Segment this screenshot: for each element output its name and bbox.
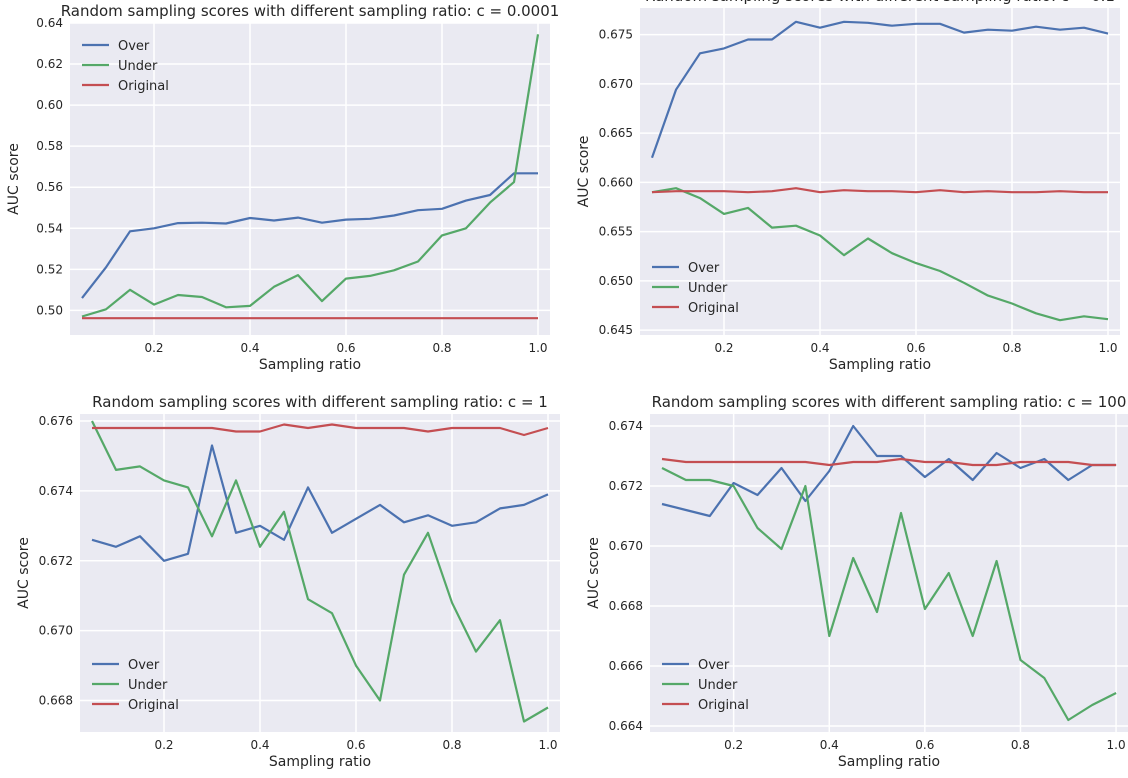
chart-4-y-tick-label-2: 0.668 <box>609 599 643 613</box>
chart-1-y-tick-label-5: 0.60 <box>36 98 63 112</box>
chart-2-y-tick-label-2: 0.655 <box>599 225 633 239</box>
chart-3-legend-label-over: Over <box>128 658 160 673</box>
chart-1-y-tick-label-0: 0.50 <box>36 303 63 317</box>
chart-1-x-tick-label-0: 0.2 <box>144 341 163 355</box>
chart-1-x-axis-label: Sampling ratio <box>259 357 361 373</box>
chart-4-y-tick-label-3: 0.670 <box>609 539 643 553</box>
chart-2-x-axis-label: Sampling ratio <box>829 357 931 373</box>
chart-4-y-tick-label-1: 0.666 <box>609 659 643 673</box>
chart-panel-1: 0.2 0.4 0.6 0.8 1.0 0.50 0.52 0.54 0.56 0.58 0.60 0… <box>6 2 559 373</box>
chart-panel-4: 0.2 0.4 0.6 0.8 1.0 0.664 0.666 0.668 0.670 0.672… <box>586 393 1128 770</box>
chart-2-y-tick-label-1: 0.650 <box>599 274 633 288</box>
chart-3-y-tick-label-4: 0.676 <box>39 414 73 428</box>
chart-2-y-tick-label-0: 0.645 <box>599 323 633 337</box>
chart-2-legend-label-original: Original <box>688 301 739 316</box>
chart-2-x-tick-label-3: 0.8 <box>1002 341 1021 355</box>
chart-2-x-tick-label-1: 0.4 <box>810 341 829 355</box>
chart-1-x-tick-label-1: 0.4 <box>240 341 259 355</box>
chart-4-title: Random sampling scores with different sa… <box>652 393 1127 411</box>
chart-1-y-tick-label-1: 0.52 <box>36 262 63 276</box>
chart-4-x-axis-label: Sampling ratio <box>838 754 940 770</box>
chart-2-series-line-original <box>651 187 1108 194</box>
chart-2-y-tick-label-3: 0.660 <box>599 175 633 189</box>
chart-2-x-tick-label-2: 0.6 <box>906 341 925 355</box>
chart-3-y-tick-label-3: 0.674 <box>39 484 73 498</box>
chart-3-x-tick-label-2: 0.6 <box>346 738 365 752</box>
chart-3-legend-label-under: Under <box>128 678 168 693</box>
chart-4-plot-area <box>650 414 1128 732</box>
chart-1-plot-area <box>70 23 550 335</box>
chart-4-series-line-under <box>661 467 1117 722</box>
chart-3-x-tick-label-4: 1.0 <box>538 738 557 752</box>
chart-4-series-line-over <box>661 424 1117 518</box>
chart-2-series-line-over <box>650 20 1109 159</box>
chart-4-x-tick-label-1: 0.4 <box>820 738 839 752</box>
chart-2-x-tick-label-0: 0.2 <box>714 341 733 355</box>
chart-1-title: Random sampling scores with different sa… <box>61 2 560 20</box>
chart-4-y-axis-label: AUC score <box>586 537 602 609</box>
chart-4-y-tick-label-4: 0.672 <box>609 479 643 493</box>
chart-1-y-axis-label: AUC score <box>6 143 22 215</box>
chart-1-y-tick-label-2: 0.54 <box>36 221 63 235</box>
chart-1-legend-label-over: Over <box>118 39 150 54</box>
chart-2-y-axis-label: AUC score <box>576 136 592 208</box>
chart-4-legend-label-original: Original <box>698 698 749 713</box>
chart-1-y-tick-label-6: 0.62 <box>36 57 63 71</box>
chart-4-x-tick-label-0: 0.2 <box>724 738 743 752</box>
chart-3-y-tick-label-0: 0.668 <box>39 694 73 708</box>
chart-2-title: Random sampling scores with different sa… <box>645 0 1115 5</box>
chart-3-y-tick-label-2: 0.672 <box>39 554 73 568</box>
chart-1-legend-label-under: Under <box>118 59 158 74</box>
chart-1-x-tick-label-4: 1.0 <box>528 341 547 355</box>
chart-3-x-tick-label-3: 0.8 <box>442 738 461 752</box>
chart-4-y-tick-label-0: 0.664 <box>609 719 643 733</box>
chart-3-series-line-over <box>91 444 549 562</box>
chart-4-x-tick-label-2: 0.6 <box>915 738 934 752</box>
chart-1-x-tick-label-2: 0.6 <box>336 341 355 355</box>
chart-2-legend-label-under: Under <box>688 281 728 296</box>
chart-1-series-line-under <box>81 34 540 318</box>
chart-4-y-tick-label-5: 0.674 <box>609 419 643 433</box>
chart-3-y-tick-label-1: 0.670 <box>39 624 73 638</box>
chart-3-y-axis-label: AUC score <box>16 537 32 609</box>
chart-2-legend-label-over: Over <box>688 261 720 276</box>
chart-4-series-line-original <box>661 457 1117 467</box>
chart-1-y-tick-label-3: 0.56 <box>36 180 63 194</box>
chart-3-legend-label-original: Original <box>128 698 179 713</box>
chart-1-y-tick-label-7: 0.64 <box>36 16 63 30</box>
chart-2-y-tick-label-6: 0.675 <box>599 28 633 42</box>
chart-4-x-tick-label-3: 0.8 <box>1011 738 1030 752</box>
chart-2-x-tick-label-4: 1.0 <box>1098 341 1117 355</box>
chart-2-series-line-under <box>651 187 1109 322</box>
chart-3-title: Random sampling scores with different sa… <box>92 393 548 411</box>
chart-4-x-tick-label-4: 1.0 <box>1107 738 1126 752</box>
chart-1-x-tick-label-3: 0.8 <box>432 341 451 355</box>
chart-1-y-tick-label-4: 0.58 <box>36 139 63 153</box>
chart-3-series-line-under <box>91 420 549 723</box>
chart-panel-2: 0.2 0.4 0.6 0.8 1.0 0.645 0.650 0.655 0.660 0.665… <box>576 0 1120 373</box>
chart-2-y-tick-label-5: 0.670 <box>599 77 633 91</box>
chart-3-series-line-original <box>92 423 549 437</box>
chart-3-x-tick-label-1: 0.4 <box>250 738 269 752</box>
chart-3-x-axis-label: Sampling ratio <box>269 754 371 770</box>
chart-2-y-tick-label-4: 0.665 <box>599 126 633 140</box>
chart-3-x-tick-label-0: 0.2 <box>154 738 173 752</box>
chart-4-legend-label-under: Under <box>698 678 738 693</box>
chart-4-legend-label-over: Over <box>698 658 730 673</box>
chart-1-series-line-over <box>81 172 538 299</box>
chart-panel-3: 0.2 0.4 0.6 0.8 1.0 0.668 0.670 0.672 0.674 0.676… <box>16 393 560 770</box>
chart-3-plot-area <box>80 414 560 732</box>
chart-1-legend-label-original: Original <box>118 79 169 94</box>
